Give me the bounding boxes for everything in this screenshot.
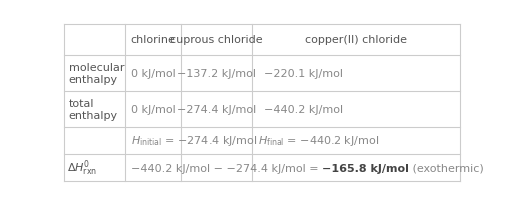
Text: $\mathit{H}_\mathregular{initial}$ = −274.4 kJ/mol: $\mathit{H}_\mathregular{initial}$ = −27… xyxy=(131,134,258,148)
Text: (exothermic): (exothermic) xyxy=(409,163,484,173)
Text: copper(II) chloride: copper(II) chloride xyxy=(305,35,407,45)
Text: 0 kJ/mol: 0 kJ/mol xyxy=(131,69,175,79)
Text: total
enthalpy: total enthalpy xyxy=(68,99,118,120)
Text: −274.4 kJ/mol: −274.4 kJ/mol xyxy=(177,104,256,114)
Text: 0 kJ/mol: 0 kJ/mol xyxy=(131,104,175,114)
Text: $\Delta \mathit{H}^\mathregular{0}_\mathregular{rxn}$: $\Delta \mathit{H}^\mathregular{0}_\math… xyxy=(67,158,97,177)
Text: −137.2 kJ/mol: −137.2 kJ/mol xyxy=(177,69,256,79)
Text: chlorine: chlorine xyxy=(130,35,175,45)
Text: molecular
enthalpy: molecular enthalpy xyxy=(68,63,124,84)
Text: −440.2 kJ/mol: −440.2 kJ/mol xyxy=(264,104,343,114)
Text: −440.2 kJ/mol − −274.4 kJ/mol =: −440.2 kJ/mol − −274.4 kJ/mol = xyxy=(131,163,322,173)
Text: $\mathit{H}_\mathregular{final}$ = −440.2 kJ/mol: $\mathit{H}_\mathregular{final}$ = −440.… xyxy=(258,134,379,148)
Text: cuprous chloride: cuprous chloride xyxy=(170,35,263,45)
Text: −165.8 kJ/mol: −165.8 kJ/mol xyxy=(322,163,409,173)
Text: −220.1 kJ/mol: −220.1 kJ/mol xyxy=(264,69,343,79)
